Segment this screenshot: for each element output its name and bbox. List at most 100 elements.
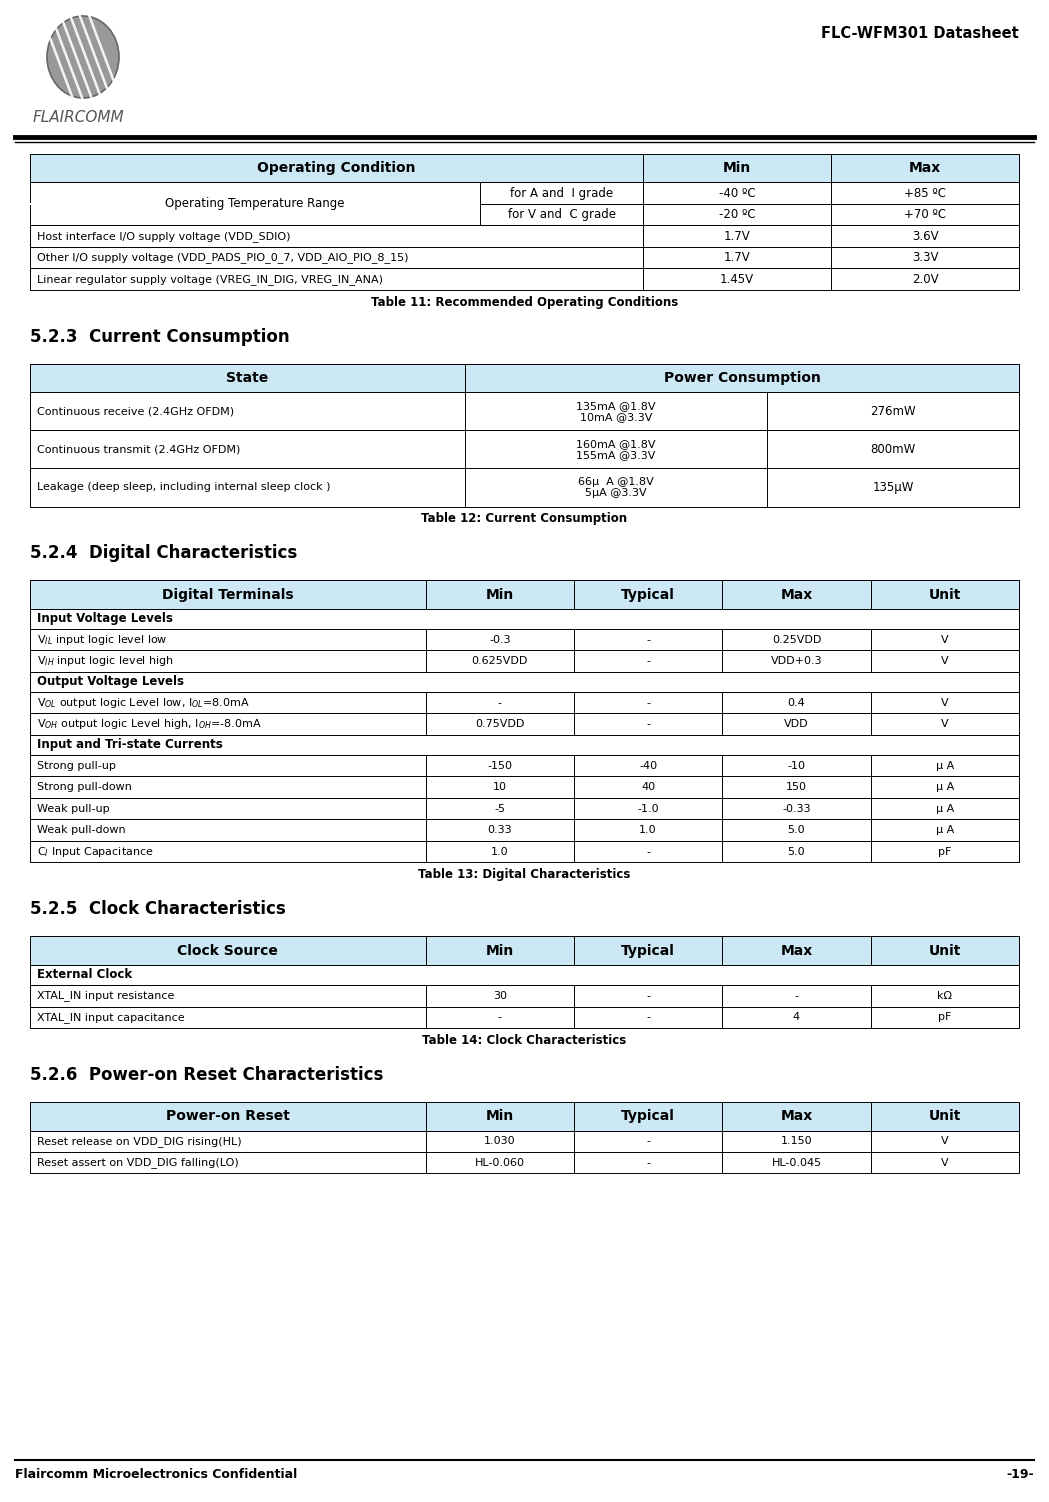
Text: 0.33: 0.33 <box>488 825 512 835</box>
Text: -: - <box>646 719 650 730</box>
Text: -0.3: -0.3 <box>489 635 511 644</box>
Text: Weak pull-down: Weak pull-down <box>37 825 126 835</box>
Text: 66μ  A @1.8V
5μA @3.3V: 66μ A @1.8V 5μA @3.3V <box>578 476 654 499</box>
Text: External Clock: External Clock <box>37 969 132 981</box>
Bar <box>30 269 1019 290</box>
Text: for A and  I grade: for A and I grade <box>510 186 614 200</box>
Text: -: - <box>646 1012 650 1023</box>
Text: 5.2.3  Current Consumption: 5.2.3 Current Consumption <box>30 327 290 345</box>
Bar <box>30 820 1019 841</box>
Text: Linear regulator supply voltage (VREG_IN_DIG, VREG_IN_ANA): Linear regulator supply voltage (VREG_IN… <box>37 273 383 285</box>
Bar <box>30 841 1019 862</box>
Text: 1.0: 1.0 <box>639 825 657 835</box>
Text: Strong pull-down: Strong pull-down <box>37 783 132 792</box>
Text: 5.0: 5.0 <box>788 825 806 835</box>
Text: Continuous receive (2.4GHz OFDM): Continuous receive (2.4GHz OFDM) <box>37 407 234 416</box>
Bar <box>30 713 1019 734</box>
Bar <box>30 1152 1019 1173</box>
Text: Min: Min <box>486 1110 514 1123</box>
Text: Other I/O supply voltage (VDD_PADS_PIO_0_7, VDD_AIO_PIO_8_15): Other I/O supply voltage (VDD_PADS_PIO_0… <box>37 252 408 263</box>
Bar <box>30 183 1019 204</box>
Text: V$_{OL}$ output logic Level low, I$_{OL}$=8.0mA: V$_{OL}$ output logic Level low, I$_{OL}… <box>37 695 250 710</box>
Bar <box>30 469 1019 506</box>
Bar <box>30 756 1019 777</box>
Text: -5: -5 <box>494 804 506 814</box>
Text: Typical: Typical <box>621 943 676 958</box>
Bar <box>30 650 1019 671</box>
Text: 276mW: 276mW <box>870 406 916 418</box>
Text: Host interface I/O supply voltage (VDD_SDIO): Host interface I/O supply voltage (VDD_S… <box>37 231 291 242</box>
Text: 5.2.5  Clock Characteristics: 5.2.5 Clock Characteristics <box>30 901 285 919</box>
Text: V: V <box>941 1136 948 1146</box>
Text: Operating Temperature Range: Operating Temperature Range <box>166 197 345 210</box>
Text: VDD+0.3: VDD+0.3 <box>771 656 822 667</box>
Text: Max: Max <box>780 1110 813 1123</box>
Text: Output Voltage Levels: Output Voltage Levels <box>37 676 184 688</box>
Text: Leakage (deep sleep, including internal sleep clock ): Leakage (deep sleep, including internal … <box>37 482 330 493</box>
Text: +70 ºC: +70 ºC <box>904 209 946 221</box>
Text: XTAL_IN input resistance: XTAL_IN input resistance <box>37 990 174 1002</box>
Bar <box>30 937 1019 964</box>
Text: -10: -10 <box>788 760 806 771</box>
Text: -40 ºC: -40 ºC <box>719 186 755 200</box>
Text: Unit: Unit <box>928 943 961 958</box>
Text: 1.7V: 1.7V <box>724 251 750 264</box>
Text: Max: Max <box>780 587 813 602</box>
Text: V$_{IH}$ input logic level high: V$_{IH}$ input logic level high <box>37 655 174 668</box>
Text: Digital Terminals: Digital Terminals <box>162 587 294 602</box>
Text: Reset release on VDD_DIG rising(HL): Reset release on VDD_DIG rising(HL) <box>37 1136 241 1146</box>
Text: Typical: Typical <box>621 587 676 602</box>
Text: V: V <box>941 635 948 644</box>
Bar <box>30 431 1019 469</box>
Bar <box>30 629 1019 650</box>
Bar <box>30 671 1019 692</box>
Text: kΩ: kΩ <box>938 991 952 1000</box>
Text: Max: Max <box>780 943 813 958</box>
Text: -: - <box>646 698 650 707</box>
Text: +85 ºC: +85 ºC <box>904 186 946 200</box>
Text: pF: pF <box>938 847 951 856</box>
Text: 1.0: 1.0 <box>491 847 509 856</box>
Text: -19-: -19- <box>1006 1467 1034 1481</box>
Text: Power Consumption: Power Consumption <box>664 371 820 385</box>
Bar <box>30 580 1019 608</box>
Bar <box>30 1131 1019 1152</box>
Bar <box>30 692 1019 713</box>
Text: Table 13: Digital Characteristics: Table 13: Digital Characteristics <box>419 868 630 882</box>
Text: μ A: μ A <box>936 760 954 771</box>
Text: -: - <box>646 1136 650 1146</box>
Bar <box>30 363 1019 392</box>
Text: V$_{IL}$ input logic level low: V$_{IL}$ input logic level low <box>37 632 168 647</box>
Text: 3.3V: 3.3V <box>912 251 938 264</box>
Text: -1.0: -1.0 <box>638 804 659 814</box>
Text: -: - <box>794 991 798 1000</box>
Text: V: V <box>941 1158 948 1167</box>
Text: Unit: Unit <box>928 587 961 602</box>
Text: 1.45V: 1.45V <box>720 273 754 285</box>
Text: Operating Condition: Operating Condition <box>257 161 415 176</box>
Text: Min: Min <box>486 943 514 958</box>
Text: 5.0: 5.0 <box>788 847 806 856</box>
Text: Min: Min <box>723 161 751 176</box>
Bar <box>30 964 1019 985</box>
Text: -: - <box>646 656 650 667</box>
Bar <box>30 1102 1019 1131</box>
Text: 10: 10 <box>493 783 507 792</box>
Text: VDD: VDD <box>785 719 809 730</box>
Text: FLC-WFM301 Datasheet: FLC-WFM301 Datasheet <box>821 27 1019 42</box>
Text: Unit: Unit <box>928 1110 961 1123</box>
Text: 40: 40 <box>641 783 656 792</box>
Text: 1.030: 1.030 <box>484 1136 516 1146</box>
Text: FLAIRCOMM: FLAIRCOMM <box>33 111 125 126</box>
Text: Flaircomm Microelectronics Confidential: Flaircomm Microelectronics Confidential <box>15 1467 297 1481</box>
Text: Typical: Typical <box>621 1110 676 1123</box>
Text: -40: -40 <box>639 760 657 771</box>
Text: 1.7V: 1.7V <box>724 230 750 243</box>
Bar <box>30 608 1019 629</box>
Text: 135mA @1.8V
10mA @3.3V: 135mA @1.8V 10mA @3.3V <box>576 401 656 422</box>
Text: -: - <box>646 635 650 644</box>
Bar <box>30 155 1019 183</box>
Text: for V and  C grade: for V and C grade <box>508 209 616 221</box>
Text: State: State <box>227 371 269 385</box>
Text: Table 11: Recommended Operating Conditions: Table 11: Recommended Operating Conditio… <box>371 296 678 309</box>
